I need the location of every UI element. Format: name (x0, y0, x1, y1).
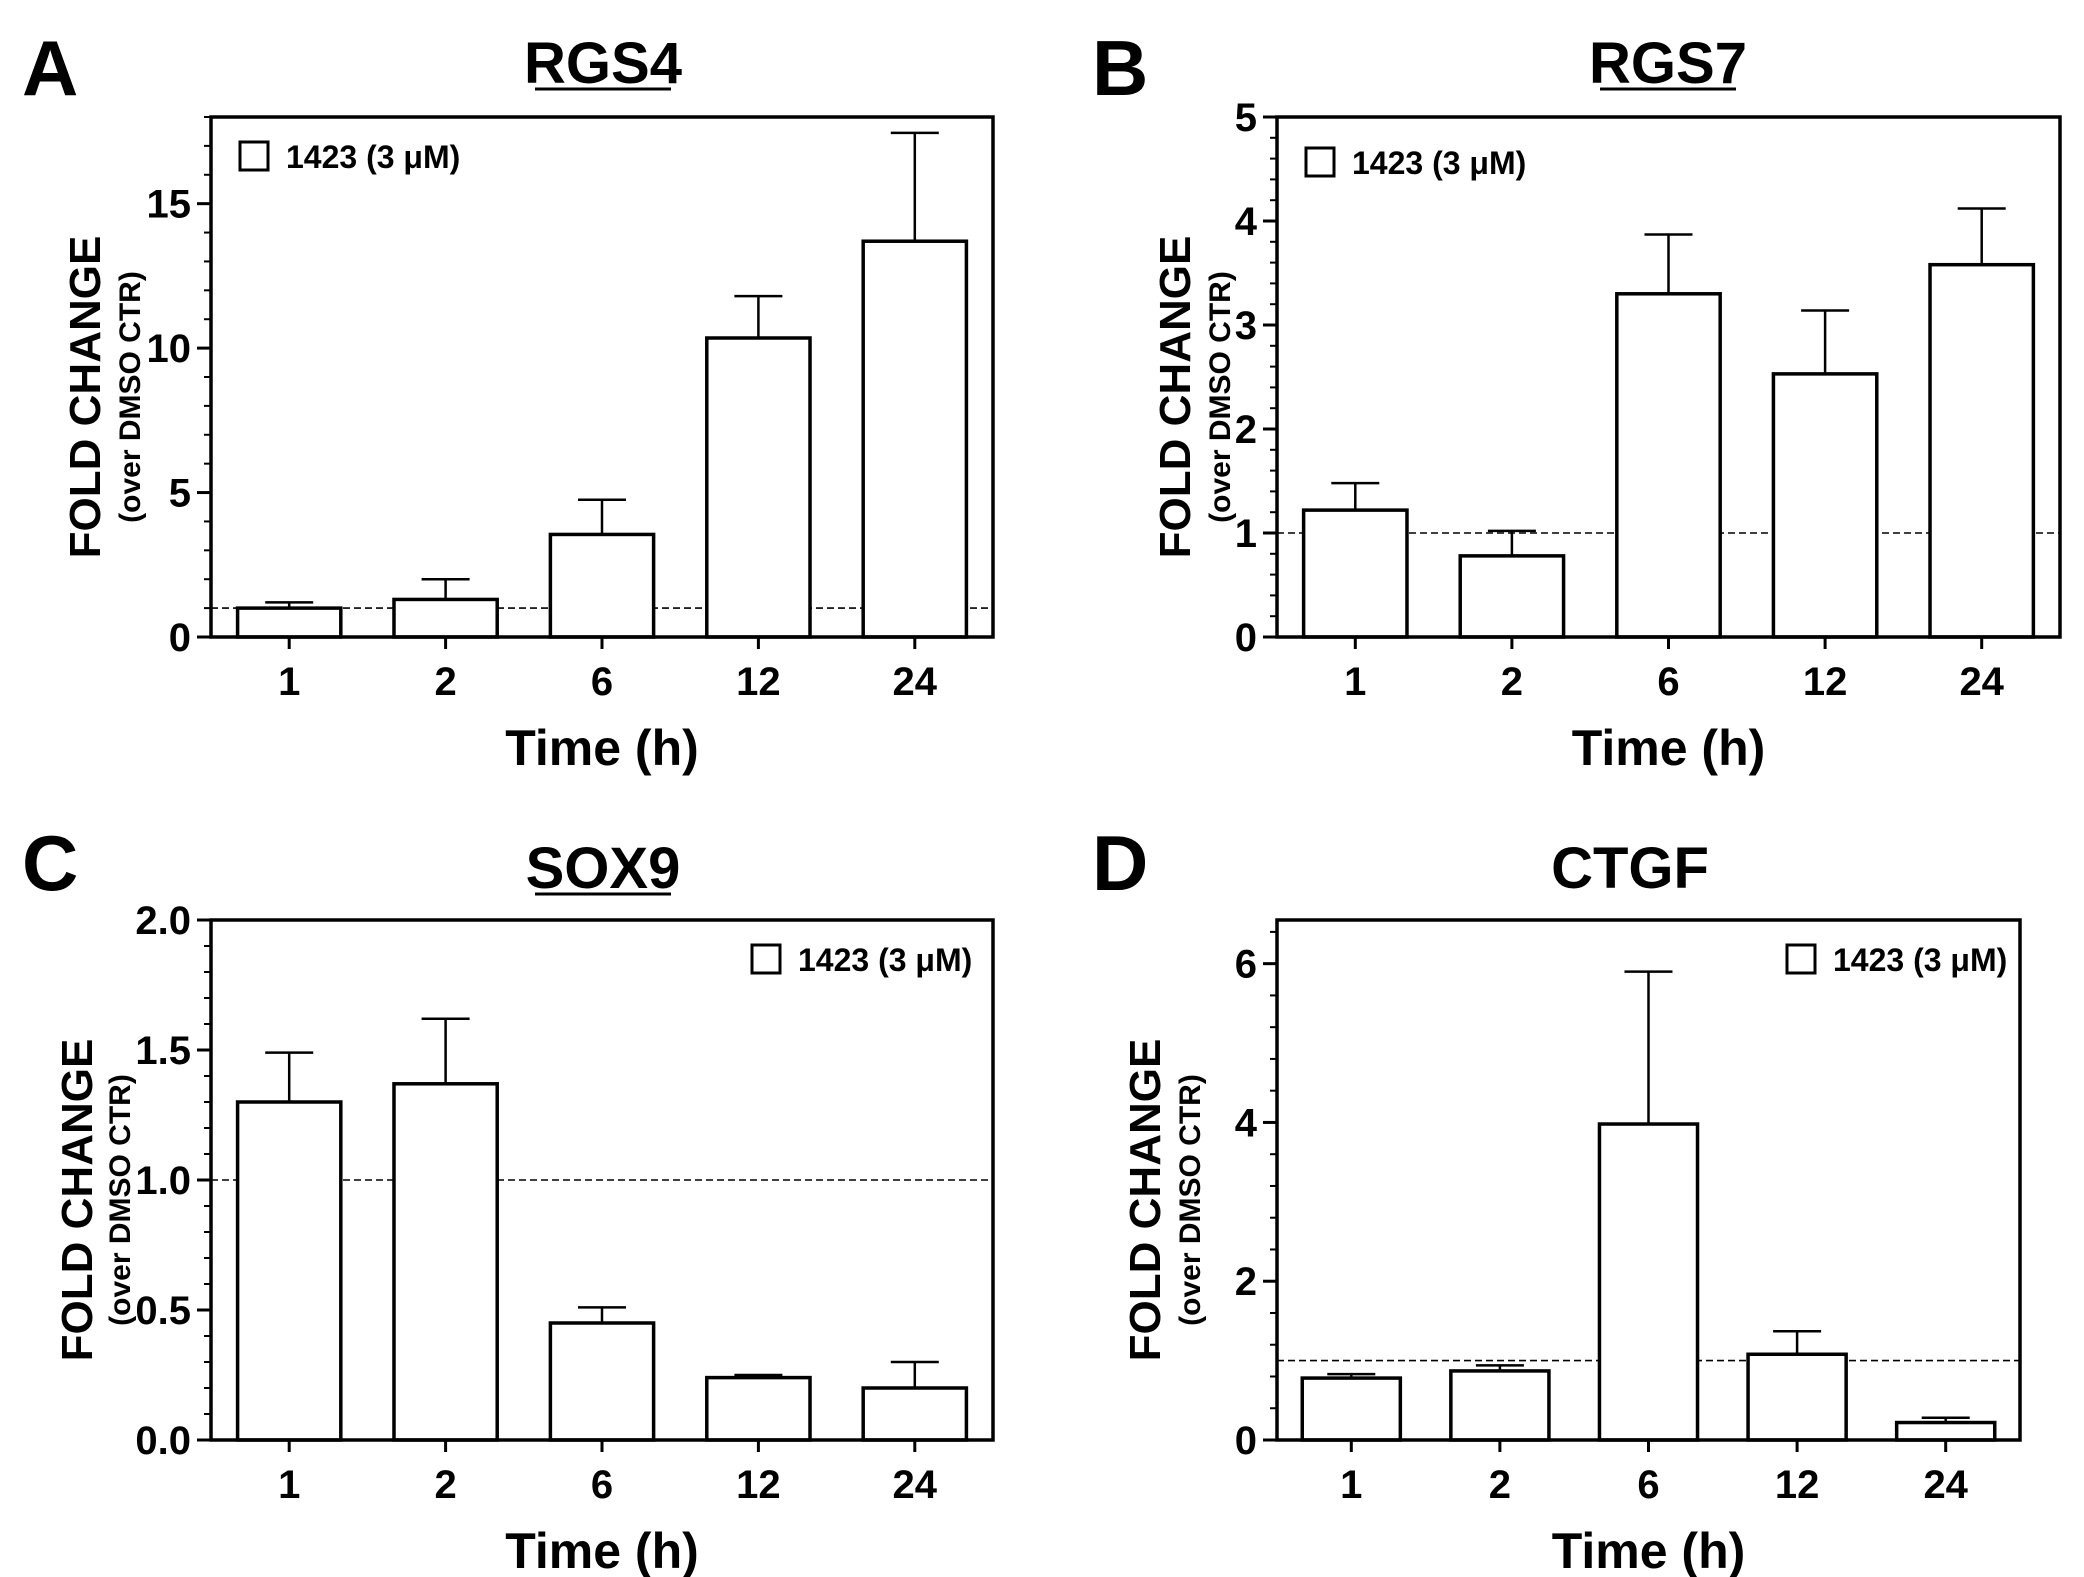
x-tick-label: 1 (278, 660, 300, 704)
y-tick-label: 15 (147, 183, 192, 227)
x-tick-label: 12 (736, 660, 781, 704)
x-tick-label: 6 (1637, 1463, 1659, 1507)
y-tick-label: 3 (1235, 304, 1257, 348)
x-tick-label: 6 (1657, 660, 1679, 704)
panel-label: C (22, 819, 78, 907)
x-tick-label: 1 (1340, 1463, 1362, 1507)
chart-title: RGS4 (524, 31, 682, 96)
x-tick-label: 12 (1803, 660, 1848, 704)
x-tick-label: 2 (1489, 1463, 1511, 1507)
bar (394, 599, 497, 637)
x-tick-label: 12 (1775, 1463, 1820, 1507)
chart-title: RGS7 (1589, 31, 1747, 96)
bar (1302, 1378, 1400, 1440)
bar (1304, 510, 1407, 637)
y-axis-sublabel: (over DMSO CTR) (1174, 1074, 1207, 1326)
y-axis-sublabel: (over DMSO CTR) (1204, 271, 1237, 523)
legend-label: 1423 (3 μM) (286, 139, 460, 175)
bar (550, 1323, 653, 1440)
x-axis-label: Time (h) (1572, 720, 1766, 776)
y-tick-label: 1 (1235, 512, 1257, 556)
x-axis-label: Time (h) (505, 720, 699, 776)
y-tick-label: 4 (1235, 1101, 1258, 1145)
x-tick-label: 6 (591, 1463, 613, 1507)
y-tick-label: 2 (1235, 1260, 1257, 1304)
y-axis-sublabel: (over DMSO CTR) (104, 1074, 137, 1326)
y-axis-label: FOLD CHANGE (1151, 236, 1200, 559)
bar (1617, 294, 1720, 637)
bar (1897, 1423, 1995, 1440)
y-axis-label: FOLD CHANGE (61, 236, 110, 559)
panel-label: D (1092, 819, 1148, 907)
x-tick-label: 24 (1959, 660, 2004, 704)
y-tick-label: 5 (169, 472, 191, 516)
y-axis-sublabel: (over DMSO CTR) (114, 271, 147, 523)
y-tick-label: 1.0 (135, 1159, 191, 1203)
y-tick-label: 5 (1235, 96, 1257, 140)
y-tick-label: 10 (147, 327, 192, 371)
y-tick-label: 2 (1235, 408, 1257, 452)
bar (238, 608, 341, 637)
legend-swatch (1787, 945, 1815, 973)
panel-label: B (1092, 24, 1148, 112)
bar (863, 241, 966, 637)
x-axis-label: Time (h) (1552, 1523, 1746, 1577)
legend-label: 1423 (3 μM) (1833, 942, 2007, 978)
x-tick-label: 12 (736, 1463, 781, 1507)
y-tick-label: 0 (1235, 1419, 1257, 1463)
x-tick-label: 2 (434, 660, 456, 704)
x-tick-label: 2 (434, 1463, 456, 1507)
bar (707, 1378, 810, 1440)
figure-canvas: A RGS40510151 2 6 12 24Time (h)FOLD CHANGE (ov… (0, 0, 2084, 1577)
legend-label: 1423 (3 μM) (798, 942, 972, 978)
x-tick-label: 1 (278, 1463, 300, 1507)
x-tick-label: 24 (893, 1463, 938, 1507)
x-tick-label: 2 (1501, 660, 1523, 704)
bar (1773, 374, 1876, 637)
chart-title: CTGF (1551, 836, 1709, 901)
y-tick-label: 6 (1235, 943, 1257, 987)
x-tick-label: 1 (1344, 660, 1366, 704)
y-tick-label: 0.0 (135, 1419, 191, 1463)
y-tick-label: 0 (169, 616, 191, 660)
y-tick-label: 4 (1235, 200, 1258, 244)
legend-swatch (1306, 148, 1334, 176)
bar (1748, 1354, 1846, 1440)
y-tick-label: 2.0 (135, 899, 191, 943)
bar (394, 1084, 497, 1440)
bar (1451, 1371, 1549, 1440)
bar (238, 1102, 341, 1440)
bar (707, 338, 810, 637)
x-tick-label: 24 (893, 660, 938, 704)
bar (1599, 1124, 1697, 1440)
x-axis-label: Time (h) (505, 1523, 699, 1577)
legend-swatch (752, 945, 780, 973)
y-tick-label: 1.5 (135, 1029, 191, 1073)
y-axis-label: FOLD CHANGE (53, 1039, 102, 1362)
bar (1460, 556, 1563, 637)
bar (550, 534, 653, 637)
bar (863, 1388, 966, 1440)
chart-title: SOX9 (526, 836, 681, 901)
y-tick-label: 0 (1235, 616, 1257, 660)
panel-label: A (22, 24, 78, 112)
legend-swatch (240, 142, 268, 170)
bar (1930, 265, 2033, 637)
x-tick-label: 24 (1923, 1463, 1968, 1507)
legend-label: 1423 (3 μM) (1352, 145, 1526, 181)
y-tick-label: 0.5 (135, 1289, 191, 1333)
x-tick-label: 6 (591, 660, 613, 704)
y-axis-label: FOLD CHANGE (1121, 1039, 1170, 1362)
